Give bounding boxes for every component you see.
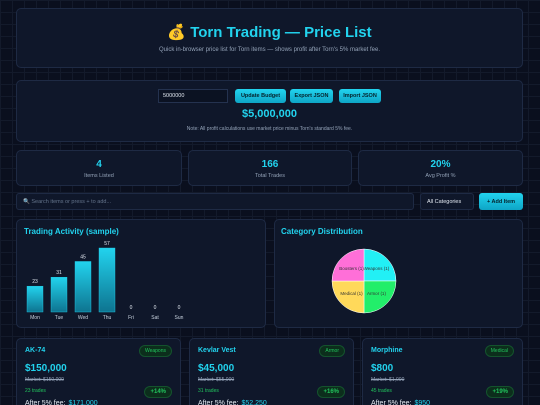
value-label: 0 (178, 305, 181, 311)
slice-label: Weapons (1) (364, 266, 390, 271)
slice-label: Boosters (1) (339, 266, 364, 271)
pie-slice (363, 248, 397, 282)
category-badge: Armor (319, 345, 345, 357)
trade-count: 23 trades (25, 388, 46, 394)
profit-badge: +16% (317, 386, 345, 398)
x-tick-label: Thu (103, 315, 112, 321)
slice-label: Medical (1) (340, 291, 363, 296)
fee-label: After 5% fee: (371, 400, 412, 405)
value-label: 23 (32, 279, 38, 285)
search-box[interactable]: 🔍 Search items or press + to add... (16, 193, 414, 210)
fee-value: $950 (414, 400, 431, 405)
title: 💰 Torn Trading — Price List (167, 24, 372, 41)
value-label: 0 (154, 305, 157, 311)
profit-badge: +14% (144, 386, 172, 398)
stat-value: 166 (261, 159, 279, 170)
bar (98, 247, 116, 313)
bar-panel: Trading Activity (sample) 23 Mon 31 Tue 45 We… (16, 219, 266, 328)
item-price: $800 (371, 363, 394, 374)
pie-slice (331, 280, 365, 314)
item-card: AK-74 Weapons $150,000 Market: $150,000 23 t… (16, 338, 181, 405)
market-price: Market: $150,000 (25, 377, 64, 383)
stat-card: 166 Total Trades (188, 150, 352, 186)
trade-count: 31 trades (198, 388, 219, 394)
bar-chart: Trading Activity (sample) 23 Mon 31 Tue 45 We… (24, 227, 184, 321)
chart-title: Category Distribution (281, 227, 363, 236)
pie-chart: Category Distribution Weapons (1) Armor (… (281, 227, 397, 314)
market-price: Market: $55,000 (198, 377, 235, 383)
budget-note: Note: All profit calculations use market… (186, 126, 353, 132)
item-card: Morphine Medical $800 Market: $1,000 45 trad… (362, 338, 523, 405)
stat-value: 4 (96, 159, 102, 170)
fee-label: After 5% fee: (25, 400, 66, 405)
x-tick-label: Mon (30, 315, 40, 321)
item-name: Kevlar Vest (198, 347, 236, 354)
stat-value: 20% (430, 159, 451, 170)
trade-count: 45 trades (371, 388, 392, 394)
slice-label: Armor (1) (367, 291, 387, 296)
fee-row: After 5% fee: $171,000 (25, 400, 98, 405)
budget-input[interactable]: 5000000 (158, 89, 228, 103)
stat-label: Total Trades (255, 173, 285, 179)
market-price: Market: $1,000 (371, 377, 405, 383)
value-label: 57 (104, 241, 110, 247)
item-name: AK-74 (25, 347, 46, 354)
update-button[interactable]: Update Budget (235, 89, 286, 103)
bar (50, 276, 68, 313)
export-button[interactable]: Export JSON (290, 89, 333, 103)
stat-label: Items Listed (84, 173, 114, 179)
bar (26, 285, 44, 313)
budget-amount: $5,000,000 (241, 108, 298, 120)
category-badge: Medical (484, 345, 514, 357)
x-tick-label: Fri (128, 315, 134, 321)
import-button[interactable]: Import JSON (339, 89, 381, 103)
chart-title: Trading Activity (sample) (24, 227, 119, 236)
x-tick-label: Tue (55, 315, 64, 321)
x-tick-label: Wed (78, 315, 88, 321)
pie-panel: Category Distribution Weapons (1) Armor (… (274, 219, 523, 328)
fee-row: After 5% fee: $950 (371, 400, 430, 405)
stat-card: 20% Avg Profit % (358, 150, 523, 186)
profit-badge: +19% (486, 386, 514, 398)
value-label: 0 (130, 305, 133, 311)
fee-value: $171,000 (68, 400, 98, 405)
fee-row: After 5% fee: $52,250 (198, 400, 267, 405)
fee-label: After 5% fee: (198, 400, 239, 405)
value-label: 31 (56, 270, 62, 276)
item-card: Kevlar Vest Armor $45,000 Market: $55,000 31… (189, 338, 354, 405)
pie-slice (331, 248, 365, 282)
item-price: $150,000 (25, 363, 67, 374)
search-placeholder: Search items or press + to add... (31, 199, 112, 205)
header: 💰 Torn Trading — Price List Quick in-bro… (16, 8, 523, 68)
add-button[interactable]: + Add Item (479, 193, 523, 210)
fee-value: $52,250 (241, 400, 267, 405)
pie-slice (363, 280, 397, 314)
stat-label: Avg Profit % (425, 173, 456, 179)
item-price: $45,000 (198, 363, 235, 374)
item-name: Morphine (371, 347, 403, 354)
category-select[interactable]: All Categories (420, 193, 474, 210)
x-tick-label: Sat (151, 315, 159, 321)
x-tick-label: Sun (175, 315, 184, 321)
bar (74, 261, 92, 313)
value-label: 45 (80, 254, 86, 260)
stat-card: 4 Items Listed (16, 150, 182, 186)
subtitle: Quick in-browser price list for Torn ite… (159, 47, 380, 53)
category-badge: Weapons (138, 345, 172, 357)
